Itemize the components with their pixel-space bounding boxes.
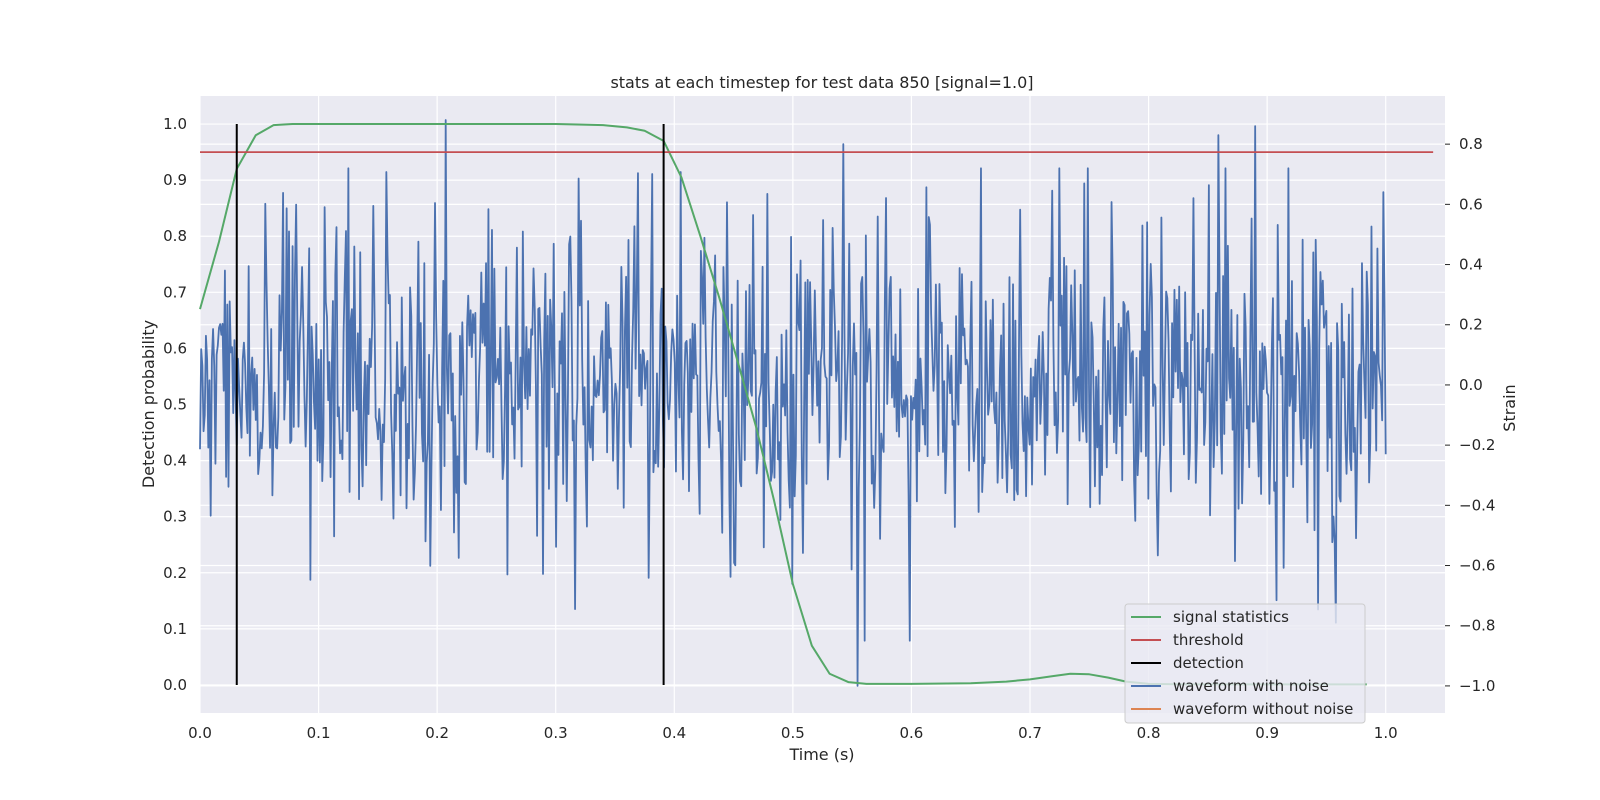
legend-label-signal-statistics: signal statistics: [1173, 608, 1289, 626]
legend-label-waveform-with-noise: waveform with noise: [1173, 677, 1329, 695]
y-right-axis-ticks: −1.0 −0.8 −0.6 −0.4 −0.2 0.0 0.2 0.4 0.6 0.8: [1445, 135, 1495, 695]
y-left-tick-label: 0.0: [163, 676, 187, 694]
legend: signal statistics threshold detection wa…: [1124, 603, 1366, 724]
y-left-tick-label: 0.5: [163, 396, 187, 414]
y-left-tick-label: 0.1: [163, 620, 187, 638]
y-right-tick-label: −0.4: [1459, 496, 1495, 514]
y-right-tick-label: −1.0: [1459, 677, 1495, 695]
y-right-tick-label: 0.6: [1459, 195, 1483, 213]
y-right-tick-label: 0.0: [1459, 376, 1483, 394]
y-right-tick-label: 0.4: [1459, 256, 1483, 274]
y-left-tick-label: 0.2: [163, 564, 187, 582]
x-tick-label: 0.2: [425, 724, 449, 742]
y-left-axis-label: Detection probability: [139, 320, 158, 488]
y-left-tick-label: 0.6: [163, 339, 187, 357]
x-tick-label: 0.9: [1255, 724, 1279, 742]
y-right-tick-label: −0.2: [1459, 436, 1495, 454]
y-right-tick-label: 0.2: [1459, 316, 1483, 334]
y-left-tick-label: 0.3: [163, 508, 187, 526]
x-tick-label: 0.7: [1018, 724, 1042, 742]
x-axis-ticks: 0.0 0.1 0.2 0.3 0.4 0.5 0.6 0.7 0.8 0.9 1.0: [188, 724, 1398, 742]
y-left-tick-label: 1.0: [163, 115, 187, 133]
y-left-tick-label: 0.8: [163, 227, 187, 245]
x-axis-label: Time (s): [788, 745, 854, 764]
legend-label-waveform-without-noise: waveform without noise: [1173, 700, 1353, 718]
x-tick-label: 0.8: [1137, 724, 1161, 742]
x-tick-label: 0.4: [662, 724, 686, 742]
y-right-axis-label: Strain: [1500, 384, 1519, 431]
chart-title: stats at each timestep for test data 850…: [610, 73, 1033, 92]
x-tick-label: 0.3: [544, 724, 568, 742]
y-right-tick-label: −0.6: [1459, 557, 1495, 575]
x-tick-label: 0.6: [899, 724, 923, 742]
gridlines: [199, 96, 1445, 713]
x-tick-label: 0.5: [781, 724, 805, 742]
x-tick-label: 0.0: [188, 724, 212, 742]
y-left-tick-label: 0.9: [163, 171, 187, 189]
y-left-axis-ticks: 0.0 0.1 0.2 0.3 0.4 0.5 0.6 0.7 0.8 0.9 1.0: [163, 115, 187, 694]
y-right-tick-label: −0.8: [1459, 617, 1495, 635]
legend-label-detection: detection: [1173, 654, 1244, 672]
x-tick-label: 1.0: [1374, 724, 1398, 742]
series-waveform-with-noise: [199, 119, 1387, 687]
legend-label-threshold: threshold: [1173, 631, 1244, 649]
y-left-tick-label: 0.7: [163, 283, 187, 301]
y-left-tick-label: 0.4: [163, 452, 187, 470]
x-tick-label: 0.1: [307, 724, 331, 742]
legend-box: [1124, 603, 1366, 724]
y-right-tick-label: 0.8: [1459, 135, 1483, 153]
